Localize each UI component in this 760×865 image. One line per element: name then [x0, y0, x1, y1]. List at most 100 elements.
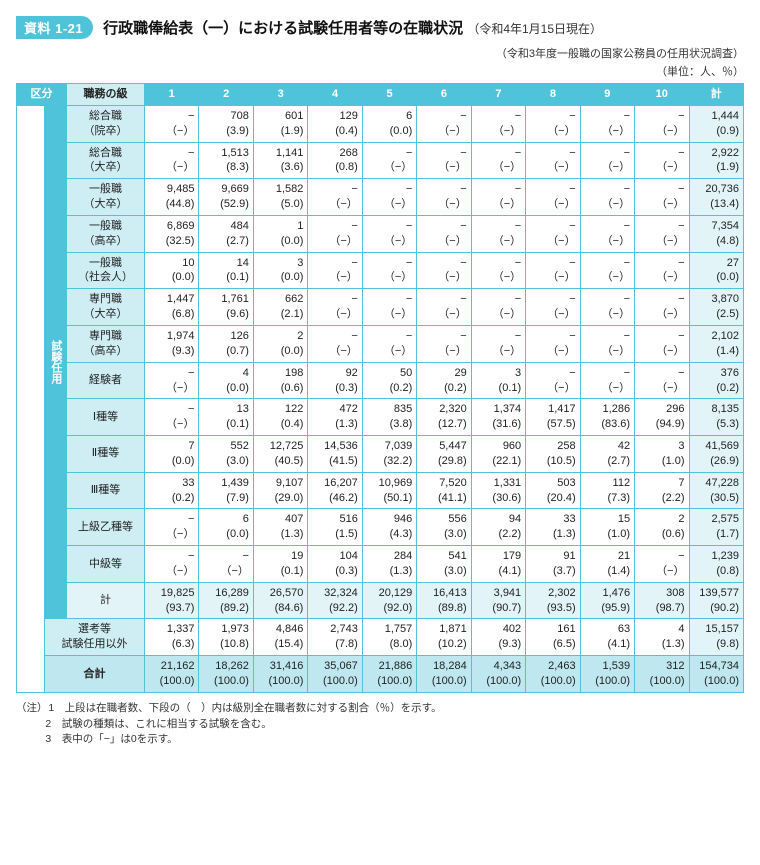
cell-value: − （−） [471, 142, 525, 179]
cell-value: 7 (2.2) [635, 472, 689, 509]
cell-value: 19 (0.1) [253, 546, 307, 583]
figure-container: 資料 1-21 行政職俸給表（一）における試験任用者等の在職状況 （令和4年1月… [16, 16, 744, 748]
table-row: 専門職 （大卒）1,447 (6.8)1,761 (9.6)662 (2.1)−… [17, 289, 744, 326]
cell-value: 1,513 (8.3) [199, 142, 253, 179]
cell-value: 129 (0.4) [308, 105, 362, 142]
cell-value: 1,582 (5.0) [253, 179, 307, 216]
cell-value: − （−） [199, 546, 253, 583]
grand-total-row: 合計21,162 (100.0)18,262 (100.0)31,416 (10… [17, 656, 744, 693]
cell-value: − （−） [417, 252, 471, 289]
table-row: Ⅱ種等7 (0.0)552 (3.0)12,725 (40.5)14,536 (… [17, 436, 744, 473]
cell-value: 9,485 (44.8) [145, 179, 199, 216]
cell-value: 16,207 (46.2) [308, 472, 362, 509]
cell-value: − （−） [580, 325, 634, 362]
cell-value: 161 (6.5) [526, 619, 580, 656]
row-label: Ⅰ種等 [67, 399, 145, 436]
cell-value: 94 (2.2) [471, 509, 525, 546]
cell-value: 139,577 (90.2) [689, 582, 743, 619]
group-side-label: 試験任用 [45, 105, 67, 619]
cell-value: 503 (20.4) [526, 472, 580, 509]
cell-value: 112 (7.3) [580, 472, 634, 509]
cell-value: 18,262 (100.0) [199, 656, 253, 693]
cell-value: 1,476 (95.9) [580, 582, 634, 619]
cell-value: 9,669 (52.9) [199, 179, 253, 216]
row-label: 一般職 （大卒） [67, 179, 145, 216]
row-label: Ⅲ種等 [67, 472, 145, 509]
cell-value: − （−） [580, 142, 634, 179]
cell-value: − （−） [471, 179, 525, 216]
cell-value: 1,444 (0.9) [689, 105, 743, 142]
cell-value: − （−） [526, 325, 580, 362]
cell-value: 946 (4.3) [362, 509, 416, 546]
cell-value: 10,969 (50.1) [362, 472, 416, 509]
row-label: 上級乙種等 [67, 509, 145, 546]
cell-value: 32,324 (92.2) [308, 582, 362, 619]
cell-value: − （−） [362, 252, 416, 289]
cell-value: 296 (94.9) [635, 399, 689, 436]
cell-value: 7,520 (41.1) [417, 472, 471, 509]
header-kubun: 区分 [17, 84, 67, 106]
other-row: 選考等 試験任用以外1,337 (6.3)1,973 (10.8)4,846 (… [17, 619, 744, 656]
cell-value: 1,439 (7.9) [199, 472, 253, 509]
cell-value: 9,107 (29.0) [253, 472, 307, 509]
cell-value: 2,463 (100.0) [526, 656, 580, 693]
subtotal-label: 計 [67, 582, 145, 619]
cell-value: 14 (0.1) [199, 252, 253, 289]
header-col: 4 [308, 84, 362, 106]
header-col: 6 [417, 84, 471, 106]
note-line: 2 試験の種類は、これに相当する試験を含む。 [45, 718, 271, 730]
cell-value: − （−） [145, 399, 199, 436]
cell-value: − （−） [580, 252, 634, 289]
cell-value: 2 (0.0) [253, 325, 307, 362]
table-row: 一般職 （高卒）6,869 (32.5)484 (2.7)1 (0.0)− （−… [17, 215, 744, 252]
cell-value: 3,941 (90.7) [471, 582, 525, 619]
cell-value: 92 (0.3) [308, 362, 362, 399]
cell-value: − （−） [471, 252, 525, 289]
cell-value: 960 (22.1) [471, 436, 525, 473]
table-row: 専門職 （高卒）1,974 (9.3)126 (0.7)2 (0.0)− （−）… [17, 325, 744, 362]
cell-value: − （−） [635, 289, 689, 326]
cell-value: 258 (10.5) [526, 436, 580, 473]
cell-value: 407 (1.3) [253, 509, 307, 546]
cell-value: 1,337 (6.3) [145, 619, 199, 656]
cell-value: − （−） [635, 362, 689, 399]
cell-value: 3 (0.0) [253, 252, 307, 289]
cell-value: − （−） [580, 362, 634, 399]
cell-value: − （−） [635, 252, 689, 289]
cell-value: 50 (0.2) [362, 362, 416, 399]
table-row: 中級等− （−）− （−）19 (0.1)104 (0.3)284 (1.3)5… [17, 546, 744, 583]
cell-value: 662 (2.1) [253, 289, 307, 326]
row-label: 専門職 （大卒） [67, 289, 145, 326]
cell-value: 2,320 (12.7) [417, 399, 471, 436]
cell-value: − （−） [308, 252, 362, 289]
header-col: 7 [471, 84, 525, 106]
cell-value: 16,413 (89.8) [417, 582, 471, 619]
cell-value: − （−） [635, 325, 689, 362]
cell-value: 7,354 (4.8) [689, 215, 743, 252]
cell-value: − （−） [308, 325, 362, 362]
cell-value: 268 (0.8) [308, 142, 362, 179]
cell-value: − （−） [308, 215, 362, 252]
cell-value: − （−） [526, 179, 580, 216]
cell-value: 47,228 (30.5) [689, 472, 743, 509]
cell-value: − （−） [635, 105, 689, 142]
cell-value: 376 (0.2) [689, 362, 743, 399]
cell-value: 63 (4.1) [580, 619, 634, 656]
cell-value: 4,343 (100.0) [471, 656, 525, 693]
cell-value: 835 (3.8) [362, 399, 416, 436]
cell-value: 29 (0.2) [417, 362, 471, 399]
cell-value: 3 (1.0) [635, 436, 689, 473]
cell-value: − （−） [362, 215, 416, 252]
cell-value: 42 (2.7) [580, 436, 634, 473]
subtotal-row: 計19,825 (93.7)16,289 (89.2)26,570 (84.6)… [17, 582, 744, 619]
table-row: 総合職 （大卒）− （−）1,513 (8.3)1,141 (3.6)268 (… [17, 142, 744, 179]
cell-value: − （−） [417, 289, 471, 326]
cell-value: 3 (0.1) [471, 362, 525, 399]
cell-value: 2,302 (93.5) [526, 582, 580, 619]
table-row: 一般職 （社会人）10 (0.0)14 (0.1)3 (0.0)− （−）− （… [17, 252, 744, 289]
figure-title-date: （令和4年1月15日現在） [467, 22, 602, 36]
cell-value: − （−） [580, 215, 634, 252]
cell-value: − （−） [417, 179, 471, 216]
table-row: Ⅰ種等− （−）13 (0.1)122 (0.4)472 (1.3)835 (3… [17, 399, 744, 436]
cell-value: 8,135 (5.3) [689, 399, 743, 436]
